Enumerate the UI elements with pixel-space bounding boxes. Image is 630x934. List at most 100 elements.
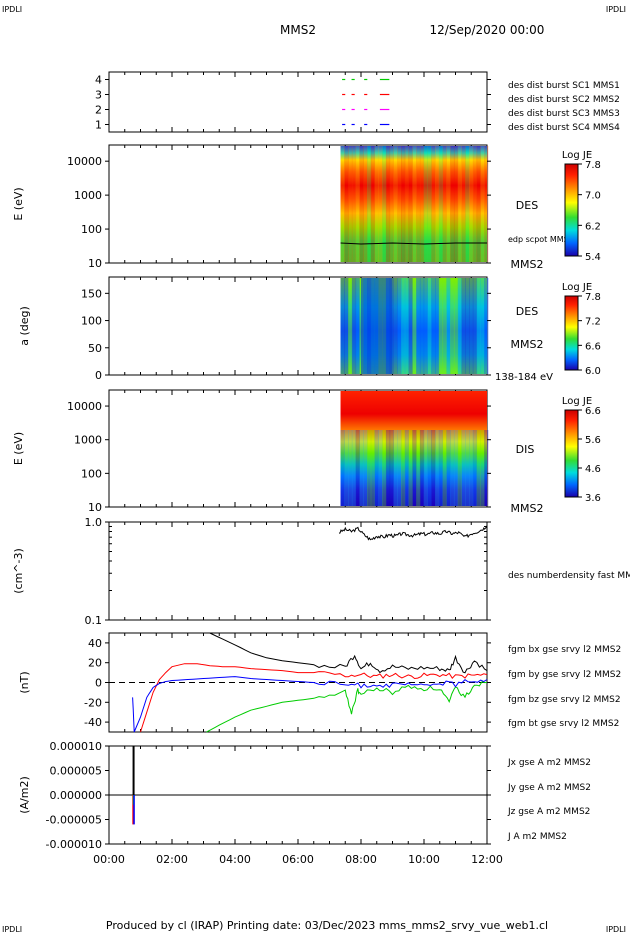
colorbar <box>564 409 579 498</box>
spectrogram-streak <box>348 146 353 262</box>
panel-label: DIS <box>516 443 535 456</box>
corner-label: IPDLI <box>2 5 22 14</box>
spectrogram-streak <box>435 278 440 374</box>
y-tick-label: 50 <box>88 342 102 355</box>
spectrogram-streak <box>431 278 436 374</box>
colorbar-title: Log JE <box>562 282 592 293</box>
series-line <box>209 632 488 674</box>
spectrogram-streak <box>366 146 372 262</box>
spectrogram-streak <box>431 146 436 262</box>
y-tick-label: 150 <box>81 287 102 300</box>
page-title: MMS2 <box>280 23 316 37</box>
spectrogram-streak <box>484 430 489 506</box>
legend-entry: des dist burst SC1 MMS1 <box>508 81 620 91</box>
spectrogram-streak <box>351 430 357 506</box>
legend-entry: des dist burst SC3 MMS3 <box>508 109 620 119</box>
spectrogram-streak <box>465 146 470 262</box>
spectrogram-streak <box>423 146 428 262</box>
y-tick-label: -20 <box>84 696 102 709</box>
colorbar-tick-label: 3.6 <box>585 493 601 504</box>
colorbar-tick-label: 4.6 <box>585 464 601 475</box>
spectrogram-streak <box>378 146 383 262</box>
spectrogram-streak <box>469 430 474 506</box>
spectrogram-streak <box>423 430 428 506</box>
spectrogram-streak <box>465 278 470 374</box>
spectrogram-streak <box>344 146 349 262</box>
corner-label: IPDLI <box>2 925 22 934</box>
spectrogram-streak <box>370 146 376 262</box>
spectrogram-streak <box>476 146 481 262</box>
spectrogram-streak <box>438 146 444 262</box>
spectrogram-streak <box>385 430 391 506</box>
page-date: 12/Sep/2020 00:00 <box>430 23 545 37</box>
y-axis-label: E (eV) <box>12 432 25 465</box>
spectrogram-streak <box>370 430 376 506</box>
colorbar <box>564 163 579 257</box>
legend-entry: fgm bt gse srvy l2 MMS2 <box>508 719 619 729</box>
legend-entry: Jy gse A m2 MMS2 <box>507 783 591 793</box>
spectrogram-streak <box>401 278 406 374</box>
y-tick-label: -0.000010 <box>46 838 102 851</box>
x-axis: 00:00 02:00 04:00 06:00 08:00 10:00 12:00 <box>93 853 503 866</box>
panel-label: DES <box>516 199 538 212</box>
y-tick-label: 1000 <box>74 434 102 447</box>
spectrogram-streak <box>442 146 447 262</box>
colorbar-tick-label: 5.4 <box>585 252 601 263</box>
spectrogram-streak <box>453 146 459 262</box>
spectrogram-streak <box>397 146 402 262</box>
panels: 1 2 3 4 des dist burst SC1 MMS1 des dist burs… <box>12 71 630 851</box>
spectrogram-streak <box>438 278 444 374</box>
spectrogram-streak <box>457 430 462 506</box>
spectrogram-streak <box>363 430 368 506</box>
spectrogram-streak <box>374 146 379 262</box>
y-tick-label: 20 <box>88 657 102 670</box>
spectrogram-streak <box>457 146 462 262</box>
legend-entry: fgm bz gse srvy l2 MMS2 <box>508 695 621 705</box>
panel-frame <box>108 71 488 133</box>
series-line <box>338 525 487 541</box>
colorbar-title: Log JE <box>562 150 592 161</box>
colorbar <box>564 295 579 371</box>
colorbar-tick-label: 7.0 <box>585 191 601 202</box>
spectrogram-streak <box>393 146 398 262</box>
spectrogram-streak <box>344 430 349 506</box>
panel-fgm: -40 -20 0 20 40 (nT) fgm bx gse srvy l2 MMS2 fg… <box>18 632 621 733</box>
spectrogram-streak <box>427 146 432 262</box>
y-tick-label: 0.000000 <box>50 789 103 802</box>
y-tick-label: 2 <box>95 104 102 117</box>
y-axis-label: (cm^-3) <box>12 548 25 594</box>
spectrogram-streak <box>472 430 478 506</box>
spectrogram-streak <box>412 278 417 374</box>
spectrogram-streak <box>461 278 466 374</box>
panel-des-energy: 10 100 1000 10000 E (eV) DES edp scpot MMS2 MMS… <box>12 144 601 271</box>
spectrogram-streak <box>472 278 478 374</box>
legend-entry: fgm bx gse srvy l2 MMS2 <box>508 645 621 655</box>
header: IPDLI IPDLI MMS2 12/Sep/2020 00:00 <box>2 5 626 37</box>
spectrogram-streak <box>382 146 387 262</box>
spectrogram-streak <box>453 430 459 506</box>
spectrogram-streak <box>419 278 425 374</box>
spectrogram-streak <box>351 146 357 262</box>
spectrogram-streak <box>397 430 402 506</box>
spectrogram-streak <box>393 278 398 374</box>
spectrogram-streak <box>469 278 474 374</box>
spectrogram-streak <box>408 278 413 374</box>
spectrogram-streak <box>442 278 447 374</box>
spectrogram-streak <box>382 430 387 506</box>
spectrogram-streak <box>476 278 481 374</box>
spectrogram-streak <box>419 146 425 262</box>
y-tick-label: 10 <box>88 501 102 514</box>
colorbar-tick-label: 6.6 <box>585 406 601 417</box>
y-tick-label: 10 <box>88 257 102 270</box>
spectrogram-streak <box>351 278 357 374</box>
y-axis-label: (nT) <box>18 671 31 693</box>
spectrogram-streak <box>393 430 398 506</box>
y-tick-label: 1000 <box>74 189 102 202</box>
x-tick-label: 00:00 <box>93 853 125 866</box>
spectrogram-streak <box>453 278 459 374</box>
spectrogram-streak <box>450 146 455 262</box>
legend-entry: J A m2 MMS2 <box>507 832 567 842</box>
spectrogram-streak <box>435 430 440 506</box>
panel-dis-energy: 10 100 1000 10000 E (eV) DIS MMS2 Log JE6.6 5.6 4… <box>12 389 601 515</box>
spectrogram-streak <box>469 146 474 262</box>
